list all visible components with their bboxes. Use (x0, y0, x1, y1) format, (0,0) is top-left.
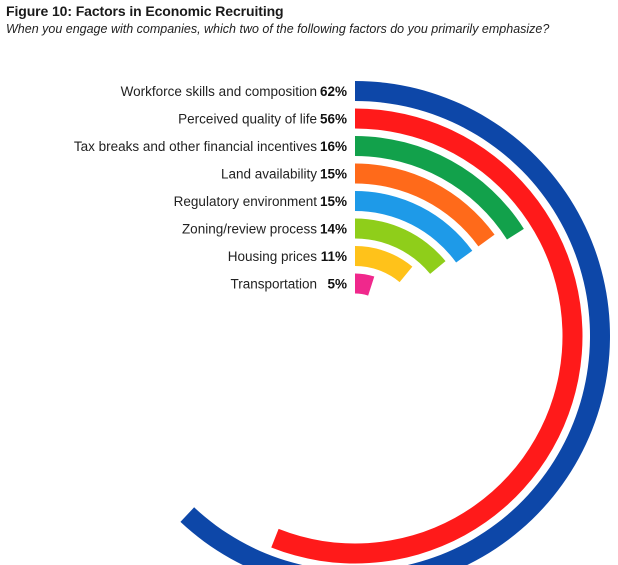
value-label-housing-prices: 11% (321, 249, 347, 264)
arc-housing-prices (355, 246, 413, 283)
category-label-zoning-review-process: Zoning/review process (182, 222, 317, 237)
arc-tax-breaks-and-other-financial-incentives (355, 136, 524, 240)
value-label-workforce-skills-and-composition: 62% (320, 84, 347, 99)
category-label-perceived-quality-of-life: Perceived quality of life (178, 112, 317, 127)
chart-title: Figure 10: Factors in Economic Recruitin… (6, 3, 284, 19)
value-label-zoning-review-process: 14% (320, 222, 347, 237)
value-label-land-availability: 15% (320, 167, 347, 182)
category-label-tax-breaks-and-other-financial-incentives: Tax breaks and other financial incentive… (74, 139, 317, 154)
value-label-regulatory-environment: 15% (320, 194, 347, 209)
arc-transportation (355, 273, 375, 296)
category-label-workforce-skills-and-composition: Workforce skills and composition (121, 84, 317, 99)
category-label-regulatory-environment: Regulatory environment (174, 194, 318, 209)
value-label-tax-breaks-and-other-financial-incentives: 16% (320, 139, 347, 154)
chart-labels: 62%Workforce skills and composition56%Pe… (74, 84, 347, 292)
category-label-transportation: Transportation (230, 277, 317, 292)
chart-subtitle: When you engage with companies, which tw… (6, 22, 550, 36)
value-label-transportation: 5% (327, 277, 347, 292)
category-label-land-availability: Land availability (221, 167, 317, 182)
arc-zoning-review-process (355, 218, 446, 274)
chart-arcs (180, 81, 610, 565)
arc-regulatory-environment (355, 191, 473, 263)
arc-land-availability (355, 163, 495, 247)
category-label-housing-prices: Housing prices (228, 249, 318, 264)
value-label-perceived-quality-of-life: 56% (320, 112, 347, 127)
